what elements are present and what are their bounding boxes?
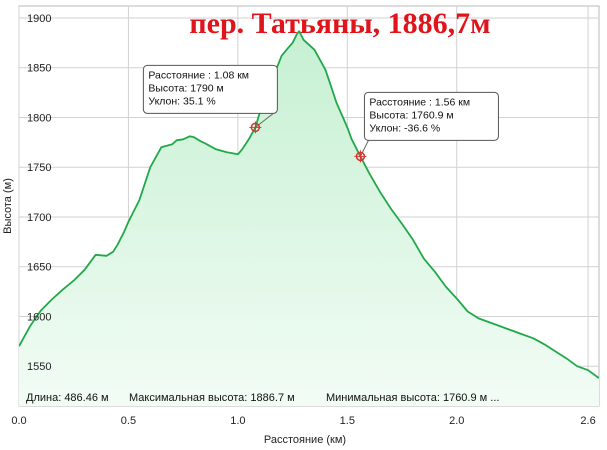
- x-axis-title: Расстояние (км): [264, 434, 346, 446]
- tooltip-slope: Уклон: -36.6 %: [369, 122, 440, 134]
- x-tick-label: 1.5: [340, 415, 355, 427]
- y-tick-label: 1750: [27, 162, 51, 174]
- x-tick-label: 2.6: [580, 415, 595, 427]
- x-tick-label: 0.0: [11, 415, 26, 427]
- tooltip-box: [142, 64, 278, 114]
- x-tick-label: 2.0: [449, 415, 464, 427]
- y-axis-title: Высота (м): [2, 178, 14, 234]
- chart-title: пер. Татьяны, 1886,7м: [189, 7, 490, 40]
- elevation-line: [19, 30, 599, 379]
- tooltip-distance: Расстояние : 1.08 км: [148, 69, 249, 81]
- y-tick-label: 1800: [27, 112, 51, 124]
- tooltip-distance: Расстояние : 1.56 км: [369, 96, 470, 108]
- y-tick-label: 1700: [27, 212, 51, 224]
- y-tick-label: 1550: [27, 361, 51, 373]
- stat-max-elevation: Максимальная высота: 1886.7 м: [129, 392, 295, 404]
- elevation-area-fill: [19, 31, 599, 406]
- y-tick-label: 1650: [27, 262, 51, 274]
- x-tick-label: 1.0: [230, 415, 245, 427]
- x-tick-label: 0.5: [121, 415, 136, 427]
- tooltip-elevation: Высота: 1760.9 м: [369, 109, 453, 121]
- y-tick-label: 1850: [27, 63, 51, 75]
- tooltip-box: [363, 91, 499, 141]
- stat-min-elevation: Минимальная высота: 1760.9 м ...: [326, 392, 499, 404]
- stat-length: Длина: 486.46 м: [26, 392, 109, 404]
- y-tick-label: 1600: [27, 311, 51, 323]
- y-tick-label: 1900: [27, 13, 51, 25]
- tooltip-pointer: [359, 140, 369, 157]
- tooltip-slope: Уклон: 35.1 %: [148, 95, 215, 107]
- stats-bar: Длина: 486.46 м Максимальная высота: 188…: [26, 392, 499, 404]
- tooltip-elevation: Высота: 1790 м: [148, 82, 223, 94]
